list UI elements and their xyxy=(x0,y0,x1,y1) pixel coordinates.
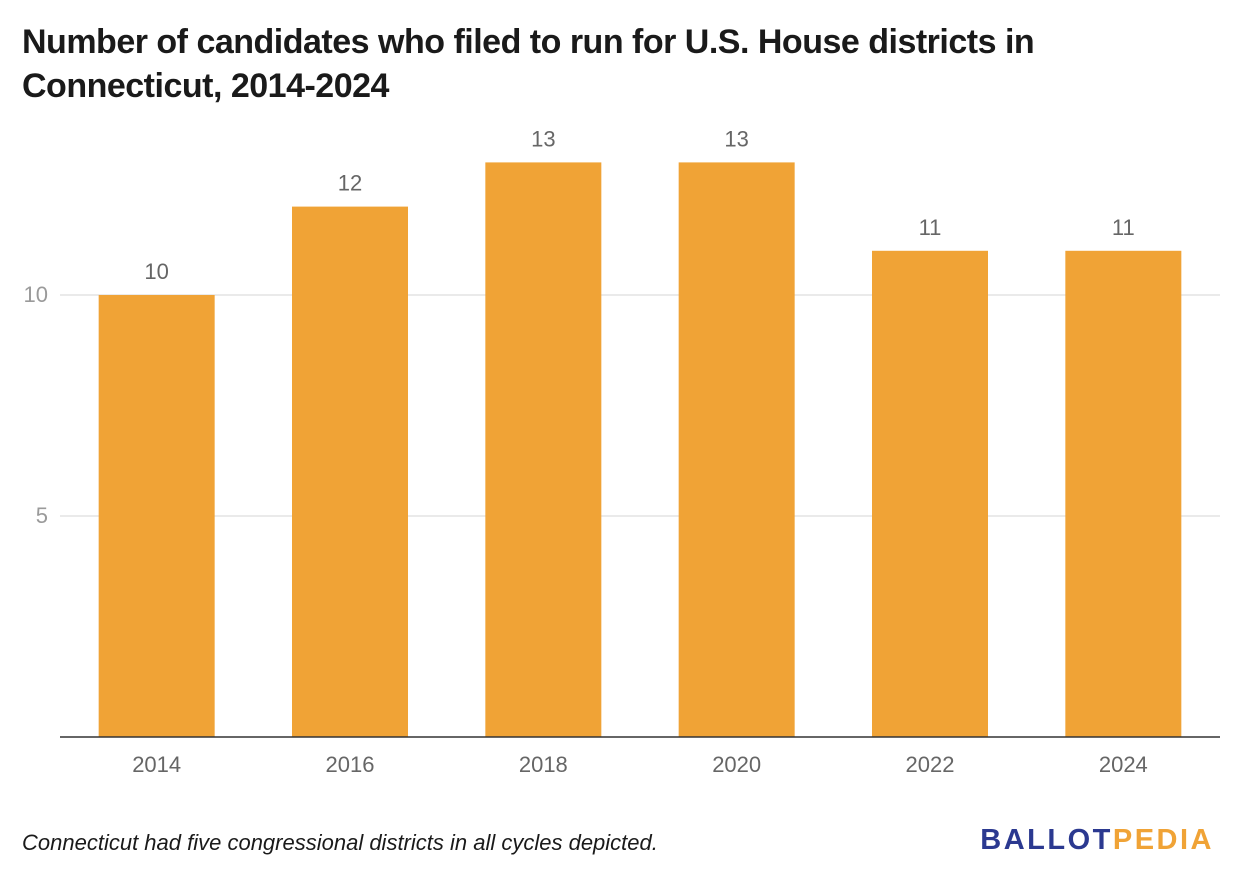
x-tick-label: 2022 xyxy=(906,752,955,777)
x-tick-label: 2014 xyxy=(132,752,181,777)
bar xyxy=(292,206,408,738)
y-tick-label: 10 xyxy=(24,282,48,307)
x-axis-ticks: 2014 2016 2018 2020 2022 2024 xyxy=(132,752,1148,777)
x-tick-label: 2020 xyxy=(712,752,761,777)
data-label: 11 xyxy=(1112,215,1135,240)
data-label: 13 xyxy=(724,126,748,151)
logo-text-ballot: BALLOT xyxy=(980,824,1113,856)
x-tick-label: 2016 xyxy=(326,752,375,777)
bar xyxy=(678,162,795,737)
footnote: Connecticut had five congressional distr… xyxy=(22,830,658,855)
ballotpedia-logo: BALLOTPEDIA xyxy=(980,824,1214,857)
logo-text-pedia: PEDIA xyxy=(1112,824,1214,856)
data-label: 10 xyxy=(144,259,168,284)
x-tick-label: 2018 xyxy=(519,752,568,777)
data-label: 13 xyxy=(531,126,555,151)
data-label: 11 xyxy=(919,215,942,240)
y-axis-ticks: 5 10 xyxy=(24,282,48,528)
bar xyxy=(98,295,215,737)
gridlines xyxy=(60,294,1220,517)
bar xyxy=(1065,250,1182,738)
value-labels: 10 12 13 13 11 11 xyxy=(144,126,1134,284)
x-tick-label: 2024 xyxy=(1099,752,1148,777)
y-tick-label: 5 xyxy=(36,503,48,528)
data-label: 12 xyxy=(338,171,362,196)
bar xyxy=(485,162,602,737)
bars xyxy=(98,162,1182,738)
bar xyxy=(872,250,988,738)
chart-title: Number of candidates who filed to run fo… xyxy=(22,23,1035,105)
